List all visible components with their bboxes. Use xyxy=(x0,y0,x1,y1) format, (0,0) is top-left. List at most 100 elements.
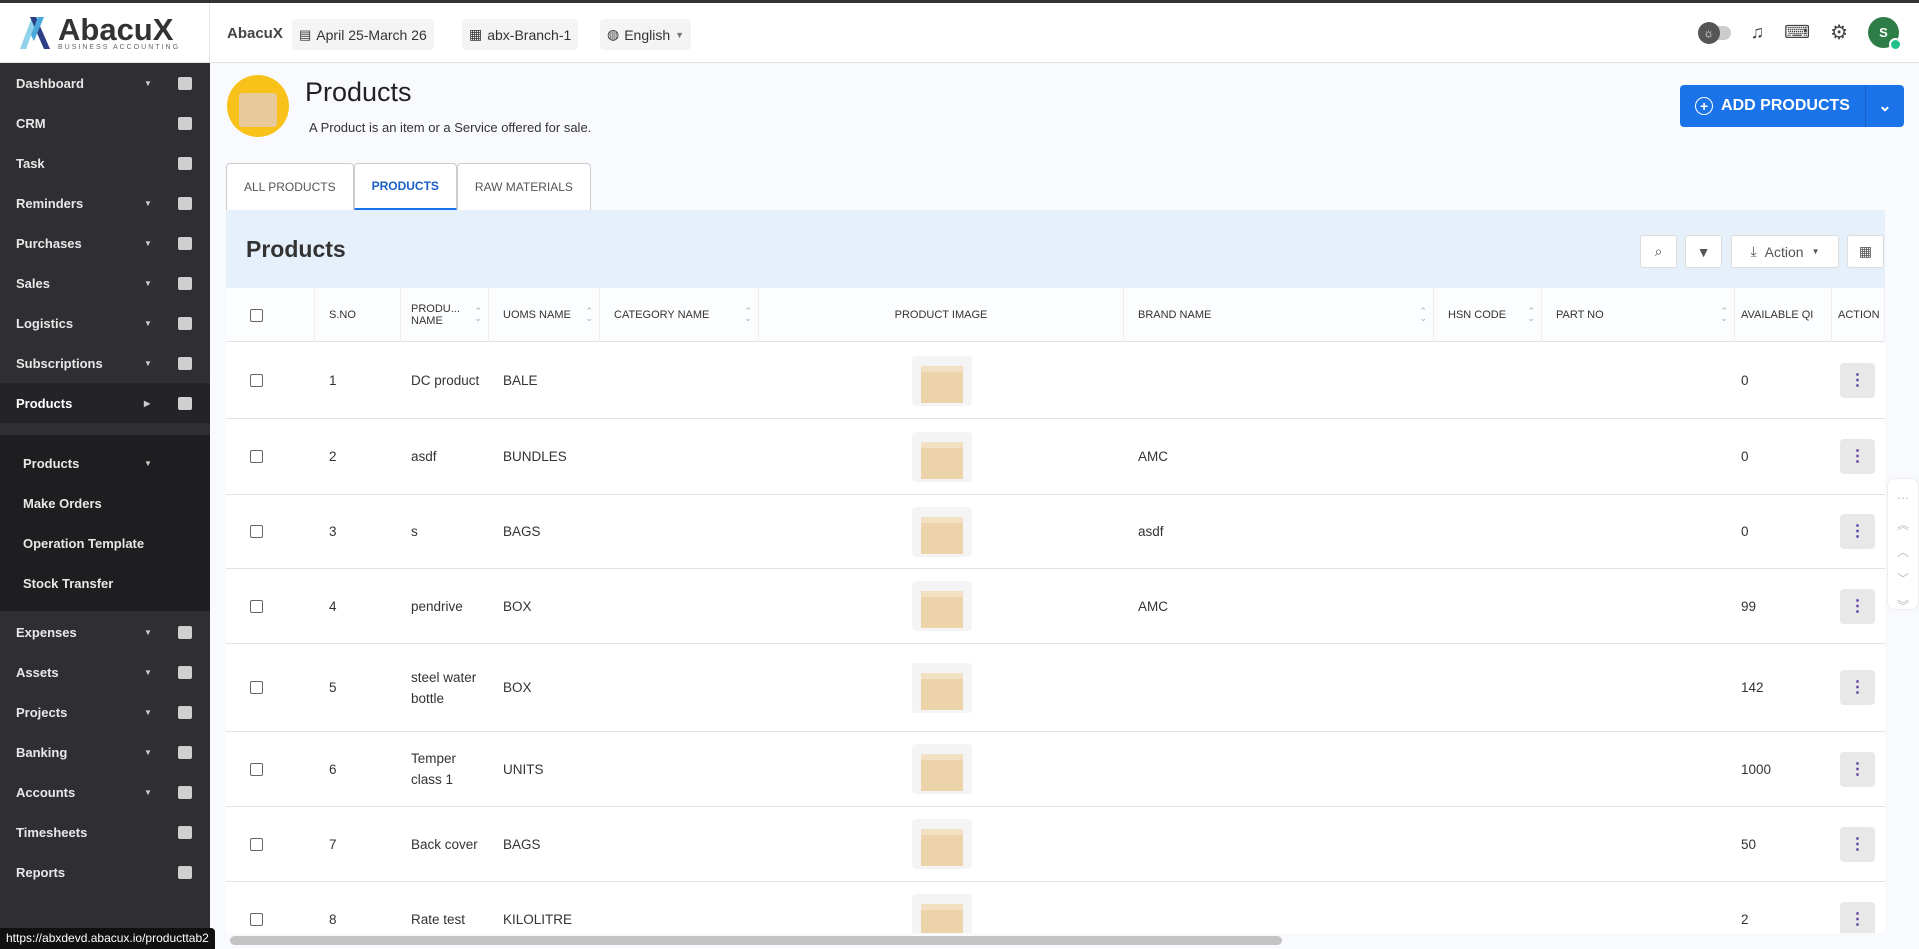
horizontal-scrollbar[interactable] xyxy=(230,936,1282,945)
sidebar-item-assets[interactable]: Assets ▼ xyxy=(0,652,210,692)
column-header[interactable]: PRODU... NAME ⌃ ⌄ xyxy=(401,288,489,342)
sidebar-item-projects[interactable]: Projects ▼ xyxy=(0,692,210,732)
sidebar-item-stock-transfer[interactable]: Stock Transfer xyxy=(23,575,114,591)
row-actions-button[interactable]: ⋮ xyxy=(1840,439,1875,474)
table-row[interactable]: 7 Back cover BAGS 50 ⋮ xyxy=(226,807,1885,882)
sidebar-item-reminders[interactable]: Reminders ▼ xyxy=(0,183,210,223)
add-products-dropdown[interactable]: ⌄ xyxy=(1866,96,1904,116)
column-header[interactable]: BRAND NAME ⌃ ⌄ xyxy=(1124,288,1434,342)
filter-icon: ▼ xyxy=(1696,243,1711,260)
cell-brand xyxy=(1124,882,1434,933)
table-row[interactable]: 1 DC product BALE 0 ⋮ xyxy=(226,343,1885,419)
row-checkbox[interactable] xyxy=(250,762,263,776)
column-header[interactable]: UOMS NAME ⌃ ⌄ xyxy=(489,288,600,342)
tab-raw-materials[interactable]: RAW MATERIALS xyxy=(456,163,591,210)
row-actions-button[interactable]: ⋮ xyxy=(1840,514,1875,549)
theme-toggle[interactable]: ☼ xyxy=(1697,21,1731,44)
cell-uom: BOX xyxy=(503,598,532,614)
row-actions-button[interactable]: ⋮ xyxy=(1840,363,1875,398)
sidebar-item-expenses[interactable]: Expenses ▼ xyxy=(0,612,210,652)
kebab-icon: ⋮ xyxy=(1849,448,1866,465)
sidebar-item-banking[interactable]: Banking ▼ xyxy=(0,732,210,772)
bell-icon[interactable]: ♫ xyxy=(1750,22,1765,42)
scroll-up-icon[interactable]: ︿ xyxy=(1896,545,1909,559)
drag-handle-icon[interactable]: ⋯ xyxy=(1897,491,1909,505)
column-header[interactable]: HSN CODE ⌃ ⌄ xyxy=(1434,288,1542,342)
column-header[interactable]: CATEGORY NAME ⌃ ⌄ xyxy=(600,288,759,342)
row-checkbox[interactable] xyxy=(250,599,263,613)
table-row[interactable]: 5 steel water bottle BOX 142 ⋮ xyxy=(226,644,1885,732)
branch-selector[interactable]: ▦ abx-Branch-1 xyxy=(462,19,579,50)
column-settings-button[interactable]: ▦ xyxy=(1847,235,1884,268)
table-row[interactable]: 4 pendrive BOX AMC 99 ⋮ xyxy=(226,569,1885,644)
sidebar-item-crm[interactable]: CRM xyxy=(0,103,210,143)
row-actions-button[interactable]: ⋮ xyxy=(1840,588,1875,624)
fiscal-year-selector[interactable]: ▤ April 25-March 26 xyxy=(292,19,434,50)
sort-icon[interactable]: ⌃ ⌄ xyxy=(1527,306,1535,323)
cell-uom: UNITS xyxy=(503,761,544,777)
keyboard-icon[interactable]: ⌨ xyxy=(1784,22,1811,42)
row-checkbox[interactable] xyxy=(250,525,263,538)
sort-icon[interactable]: ⌃ ⌄ xyxy=(1720,306,1728,323)
language-selector[interactable]: ◍ English ▼ xyxy=(600,19,692,50)
sidebar-item-make-orders[interactable]: Make Orders xyxy=(23,495,102,511)
row-actions-button[interactable]: ⋮ xyxy=(1840,826,1875,862)
cell-uom: BALE xyxy=(503,373,538,388)
sort-icon[interactable]: ⌃ ⌄ xyxy=(744,306,752,323)
sidebar-item-accounts[interactable]: Accounts ▼ xyxy=(0,772,210,812)
table-row[interactable]: 3 s BAGS asdf 0 ⋮ xyxy=(226,495,1885,569)
kebab-icon: ⋮ xyxy=(1849,372,1866,389)
sidebar-item-timesheets[interactable]: Timesheets xyxy=(0,812,210,852)
kebab-icon: ⋮ xyxy=(1849,910,1866,928)
cell-available-qty: 1000 xyxy=(1741,761,1772,777)
sidebar-item-products[interactable]: Products ▼ xyxy=(23,455,152,471)
gear-icon[interactable]: ⚙ xyxy=(1830,22,1848,44)
org-name: AbacuX xyxy=(227,25,283,42)
scroll-top-icon[interactable]: ︽ xyxy=(1896,518,1909,532)
caret-icon: ▼ xyxy=(144,358,152,368)
sidebar-item-reports[interactable]: Reports xyxy=(0,852,210,892)
row-actions-button[interactable]: ⋮ xyxy=(1840,670,1875,705)
table-row[interactable]: 2 asdf BUNDLES AMC 0 ⋮ xyxy=(226,419,1885,495)
caret-down-icon: ▼ xyxy=(1811,247,1820,256)
row-checkbox[interactable] xyxy=(250,837,263,851)
caret-down-icon: ▼ xyxy=(675,29,685,40)
table-row[interactable]: 6 Temper class 1 UNITS 1000 ⋮ xyxy=(226,732,1885,807)
briefcase-icon xyxy=(178,236,192,250)
row-checkbox[interactable] xyxy=(250,681,263,694)
row-checkbox[interactable] xyxy=(250,374,263,387)
tab-all-products[interactable]: ALL PRODUCTS xyxy=(226,163,354,210)
sidebar-item-subscriptions[interactable]: Subscriptions ▼ xyxy=(0,343,210,383)
row-checkbox[interactable] xyxy=(250,450,263,463)
sort-icon[interactable]: ⌃ ⌄ xyxy=(474,306,482,323)
avatar[interactable]: S xyxy=(1868,17,1902,51)
row-actions-button[interactable]: ⋮ xyxy=(1840,901,1875,933)
download-icon: ⤓ xyxy=(1750,243,1757,259)
scroll-down-icon[interactable]: ﹀ xyxy=(1896,572,1909,586)
filter-button[interactable]: ▼ xyxy=(1685,235,1722,268)
product-image xyxy=(911,662,972,713)
cell-available-qty: 50 xyxy=(1741,836,1757,852)
globe-icon: ◍ xyxy=(607,26,620,42)
row-checkbox[interactable] xyxy=(250,912,263,926)
column-header[interactable]: PART NO ⌃ ⌄ xyxy=(1542,288,1735,342)
logo[interactable]: AbacuX BUSINESS ACCOUNTING xyxy=(0,3,210,63)
sort-icon[interactable]: ⌃ ⌄ xyxy=(1419,306,1427,323)
sidebar-item-products[interactable]: Products ▶ xyxy=(0,383,210,423)
sidebar-item-operation-template[interactable]: Operation Template xyxy=(23,535,145,551)
select-all-checkbox[interactable] xyxy=(250,308,263,322)
scroll-bottom-icon[interactable]: ︾ xyxy=(1896,599,1909,613)
sidebar-item-task[interactable]: Task xyxy=(0,143,210,183)
sidebar-item-logistics[interactable]: Logistics ▼ xyxy=(0,303,210,343)
sidebar-item-purchases[interactable]: Purchases ▼ xyxy=(0,223,210,263)
table-row[interactable]: 8 Rate test KILOLITRE 2 ⋮ xyxy=(226,882,1885,933)
add-products-button[interactable]: + ADD PRODUCTS ⌄ xyxy=(1680,85,1904,127)
search-button[interactable]: ⌕ xyxy=(1640,235,1677,268)
tab-products[interactable]: PRODUCTS xyxy=(353,163,457,210)
row-actions-button[interactable]: ⋮ xyxy=(1840,751,1875,787)
home-icon xyxy=(178,76,192,90)
sidebar-item-sales[interactable]: Sales ▼ xyxy=(0,263,210,303)
action-dropdown[interactable]: ⤓ Action ▼ xyxy=(1731,235,1839,268)
sidebar-item-dashboard[interactable]: Dashboard ▼ xyxy=(0,63,210,103)
sort-icon[interactable]: ⌃ ⌄ xyxy=(585,306,593,323)
